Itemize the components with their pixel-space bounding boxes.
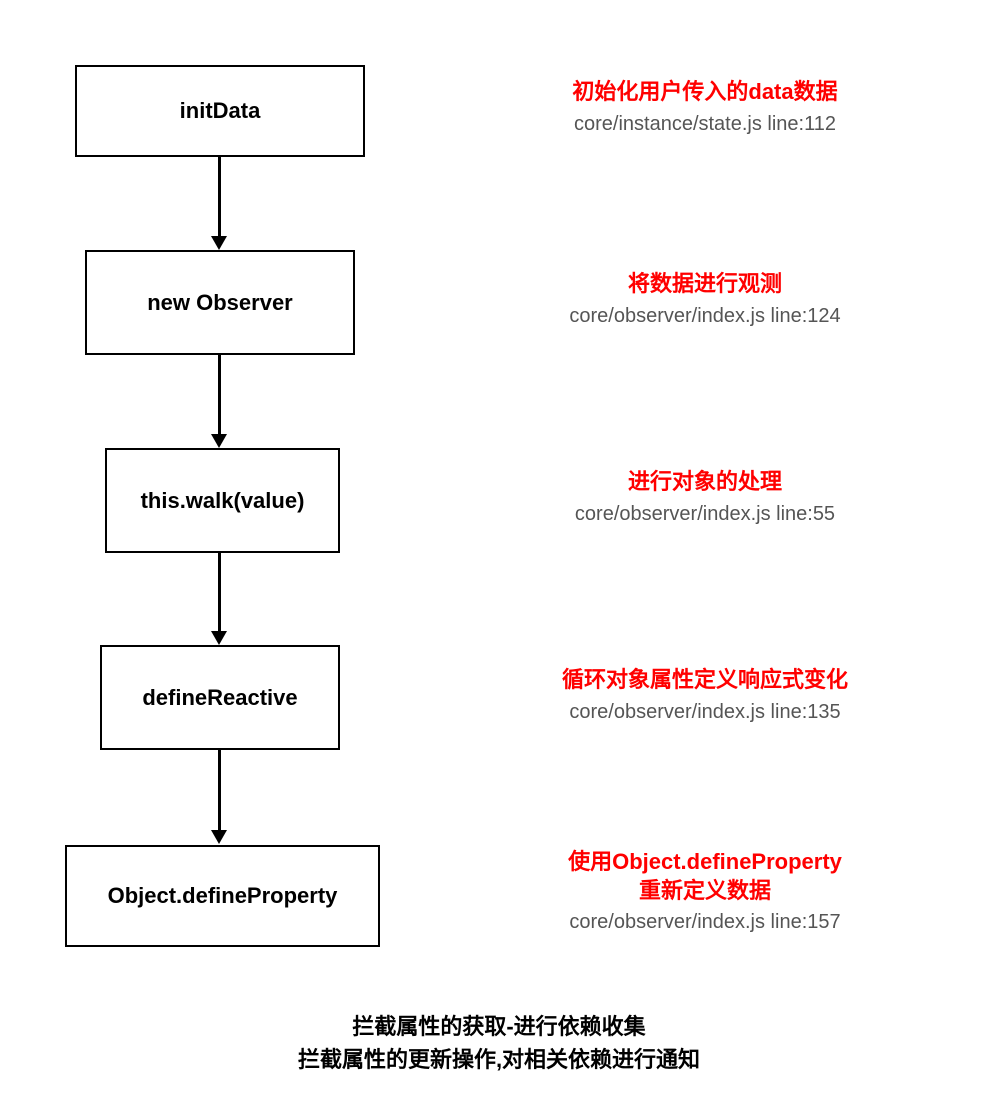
desc-observer: 将数据进行观测 core/observer/index.js line:124 xyxy=(460,270,950,328)
arrow-down-icon xyxy=(211,830,227,844)
node-label: defineReactive xyxy=(142,685,297,711)
footer-line: 拦截属性的获取-进行依赖收集 xyxy=(0,1010,998,1043)
arrow-line xyxy=(218,553,221,631)
node-label: Object.defineProperty xyxy=(108,883,338,909)
desc-initdata: 初始化用户传入的data数据 core/instance/state.js li… xyxy=(460,78,950,136)
node-initdata: initData xyxy=(75,65,365,157)
desc-definereactive: 循环对象属性定义响应式变化 core/observer/index.js lin… xyxy=(460,666,950,724)
desc-sub: core/observer/index.js line:157 xyxy=(460,911,950,934)
desc-defineproperty: 使用Object.defineProperty 重新定义数据 core/obse… xyxy=(460,848,950,934)
node-defineproperty: Object.defineProperty xyxy=(65,845,380,947)
arrow-down-icon xyxy=(211,434,227,448)
desc-title: 将数据进行观测 xyxy=(460,270,950,299)
footer-notes: 拦截属性的获取-进行依赖收集 拦截属性的更新操作,对相关依赖进行通知 xyxy=(0,1010,998,1076)
desc-sub: core/instance/state.js line:112 xyxy=(460,113,950,136)
node-label: new Observer xyxy=(147,290,293,316)
node-definereactive: defineReactive xyxy=(100,645,340,750)
desc-title: 初始化用户传入的data数据 xyxy=(460,78,950,107)
desc-sub: core/observer/index.js line:135 xyxy=(460,701,950,724)
arrow-down-icon xyxy=(211,236,227,250)
desc-title: 循环对象属性定义响应式变化 xyxy=(460,666,950,695)
footer-line: 拦截属性的更新操作,对相关依赖进行通知 xyxy=(0,1043,998,1076)
node-label: this.walk(value) xyxy=(141,488,305,514)
arrow-line xyxy=(218,355,221,434)
node-label: initData xyxy=(180,98,261,124)
desc-title: 使用Object.defineProperty 重新定义数据 xyxy=(460,848,950,905)
desc-sub: core/observer/index.js line:124 xyxy=(460,305,950,328)
arrow-line xyxy=(218,750,221,830)
arrow-line xyxy=(218,157,221,236)
node-walk: this.walk(value) xyxy=(105,448,340,553)
desc-title: 进行对象的处理 xyxy=(460,468,950,497)
node-observer: new Observer xyxy=(85,250,355,355)
desc-walk: 进行对象的处理 core/observer/index.js line:55 xyxy=(460,468,950,526)
desc-sub: core/observer/index.js line:55 xyxy=(460,503,950,526)
arrow-down-icon xyxy=(211,631,227,645)
